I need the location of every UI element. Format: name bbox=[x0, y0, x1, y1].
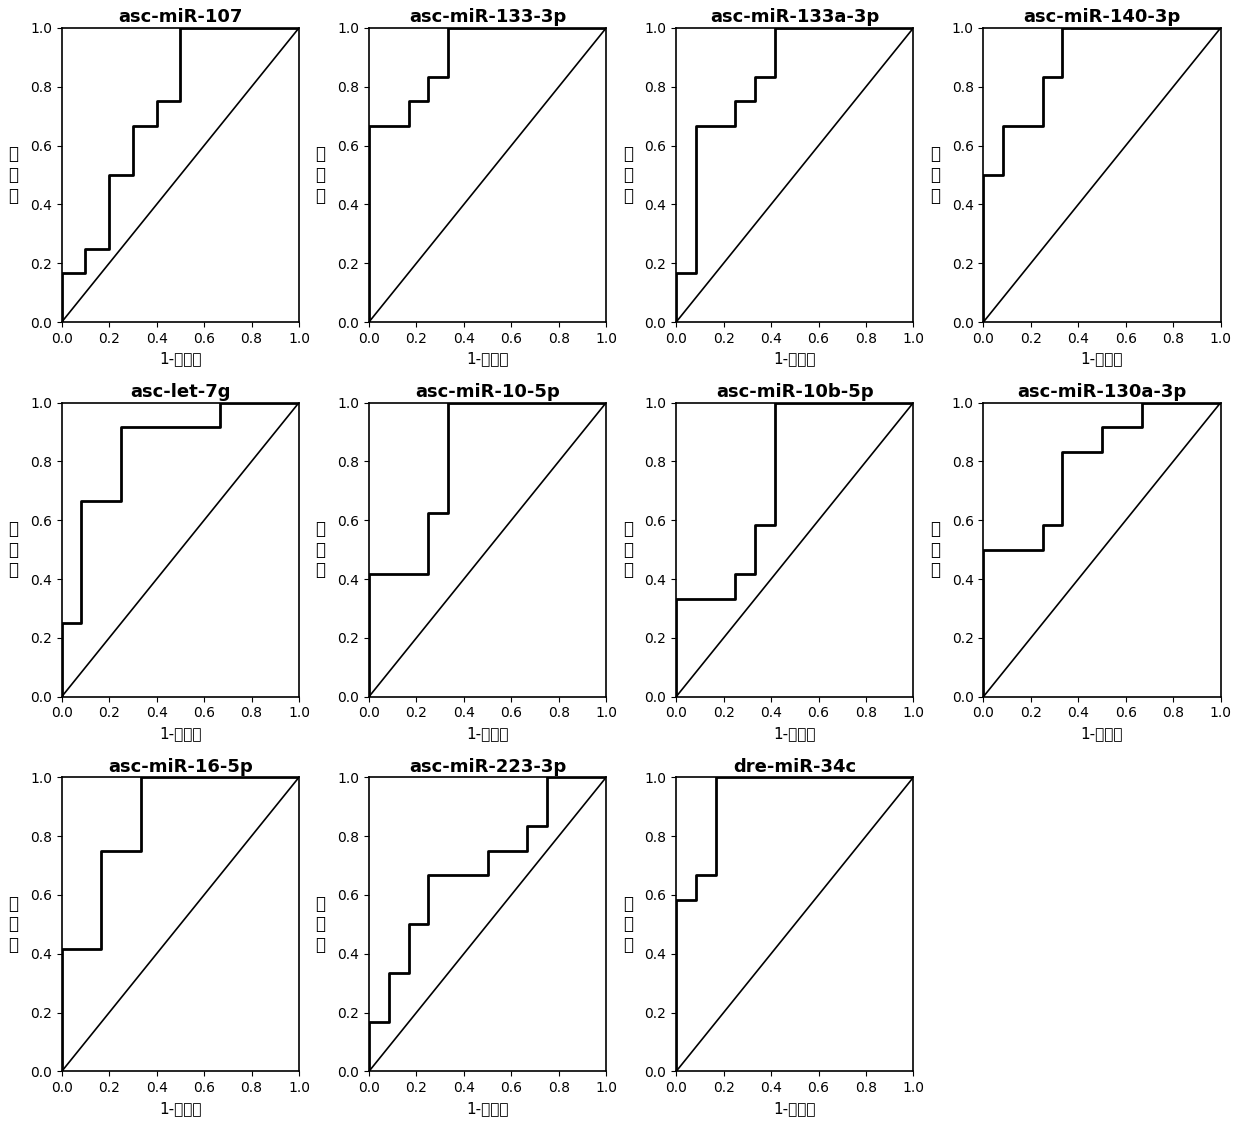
Y-axis label: 敏
感
度: 敏 感 度 bbox=[315, 145, 326, 205]
Title: asc-miR-10b-5p: asc-miR-10b-5p bbox=[715, 383, 874, 401]
X-axis label: 1-特异性: 1-特异性 bbox=[159, 1100, 202, 1116]
Y-axis label: 敏
感
度: 敏 感 度 bbox=[315, 895, 326, 954]
Y-axis label: 敏
感
度: 敏 感 度 bbox=[930, 519, 940, 580]
Y-axis label: 敏
感
度: 敏 感 度 bbox=[9, 895, 19, 954]
Title: asc-miR-140-3p: asc-miR-140-3p bbox=[1023, 8, 1180, 26]
Title: asc-miR-223-3p: asc-miR-223-3p bbox=[409, 758, 567, 776]
Title: asc-miR-133a-3p: asc-miR-133a-3p bbox=[711, 8, 879, 26]
Title: asc-let-7g: asc-let-7g bbox=[130, 383, 231, 401]
Y-axis label: 敏
感
度: 敏 感 度 bbox=[622, 519, 632, 580]
Y-axis label: 敏
感
度: 敏 感 度 bbox=[622, 145, 632, 205]
X-axis label: 1-特异性: 1-特异性 bbox=[159, 726, 202, 741]
Y-axis label: 敏
感
度: 敏 感 度 bbox=[622, 895, 632, 954]
Y-axis label: 敏
感
度: 敏 感 度 bbox=[315, 519, 326, 580]
X-axis label: 1-特异性: 1-特异性 bbox=[466, 726, 508, 741]
X-axis label: 1-特异性: 1-特异性 bbox=[1081, 352, 1123, 366]
X-axis label: 1-特异性: 1-特异性 bbox=[774, 352, 816, 366]
Y-axis label: 敏
感
度: 敏 感 度 bbox=[9, 519, 19, 580]
Title: asc-miR-130a-3p: asc-miR-130a-3p bbox=[1017, 383, 1187, 401]
Y-axis label: 敏
感
度: 敏 感 度 bbox=[930, 145, 940, 205]
X-axis label: 1-特异性: 1-特异性 bbox=[466, 1100, 508, 1116]
X-axis label: 1-特异性: 1-特异性 bbox=[466, 352, 508, 366]
Title: dre-miR-34c: dre-miR-34c bbox=[733, 758, 857, 776]
Title: asc-miR-107: asc-miR-107 bbox=[118, 8, 243, 26]
Title: asc-miR-133-3p: asc-miR-133-3p bbox=[409, 8, 567, 26]
X-axis label: 1-特异性: 1-特异性 bbox=[774, 1100, 816, 1116]
X-axis label: 1-特异性: 1-特异性 bbox=[159, 352, 202, 366]
X-axis label: 1-特异性: 1-特异性 bbox=[774, 726, 816, 741]
Title: asc-miR-16-5p: asc-miR-16-5p bbox=[108, 758, 253, 776]
Y-axis label: 敏
感
度: 敏 感 度 bbox=[9, 145, 19, 205]
X-axis label: 1-特异性: 1-特异性 bbox=[1081, 726, 1123, 741]
Title: asc-miR-10-5p: asc-miR-10-5p bbox=[415, 383, 560, 401]
